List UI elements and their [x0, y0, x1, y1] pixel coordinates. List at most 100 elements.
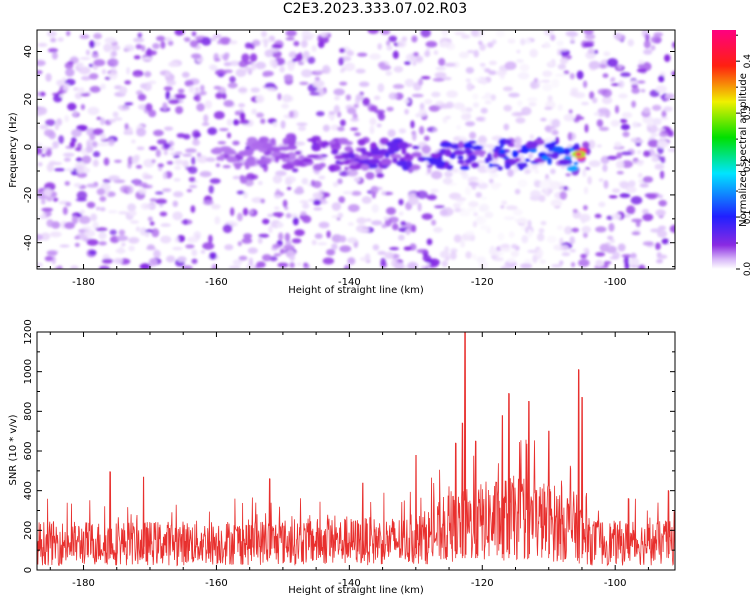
noise-blob [311, 239, 317, 246]
noise-blob [631, 87, 640, 94]
noise-blob [89, 73, 99, 80]
noise-blob [104, 37, 117, 44]
noise-blob [456, 125, 461, 130]
noise-blob [219, 128, 229, 132]
noise-blob [78, 215, 91, 225]
noise-blob [52, 141, 59, 149]
noise-blob [244, 66, 251, 72]
noise-blob [226, 118, 233, 126]
noise-blob [339, 245, 352, 253]
noise-blob [588, 160, 601, 168]
noise-blob [54, 122, 60, 131]
signal-blob [255, 159, 268, 165]
noise-blob [238, 255, 248, 261]
signal-blob [216, 156, 221, 161]
noise-blob [421, 213, 433, 220]
snr-x-label: Height of straight line (km) [288, 585, 424, 596]
noise-blob [468, 201, 479, 208]
noise-blob [131, 139, 136, 144]
noise-blob [631, 83, 638, 89]
noise-blob [484, 211, 494, 219]
noise-blob [95, 206, 101, 211]
noise-blob [661, 238, 669, 245]
x-tick-label: -160 [205, 277, 228, 288]
noise-blob [312, 180, 322, 189]
noise-blob [301, 215, 312, 224]
noise-blob [222, 92, 227, 100]
noise-blob [500, 243, 510, 249]
noise-blob [528, 102, 537, 107]
noise-blob [643, 107, 651, 114]
noise-blob [313, 199, 322, 206]
noise-blob [501, 247, 511, 252]
noise-blob [162, 171, 167, 180]
noise-blob [420, 30, 431, 38]
noise-blob [612, 188, 621, 193]
noise-blob [288, 110, 294, 118]
noise-blob [247, 247, 258, 254]
noise-blob [426, 238, 433, 246]
noise-blob [337, 178, 343, 185]
noise-blob [637, 80, 646, 84]
signal-blob [268, 146, 282, 152]
noise-blob [583, 232, 588, 238]
noise-blob [188, 85, 195, 93]
x-tick-label: -100 [604, 578, 627, 589]
signal-blob [319, 162, 326, 168]
noise-blob [403, 246, 412, 251]
noise-blob [601, 96, 613, 105]
signal-blob [329, 164, 336, 173]
noise-blob [191, 156, 196, 165]
noise-blob [299, 81, 309, 85]
noise-blob [484, 92, 492, 100]
noise-blob [580, 253, 587, 259]
noise-blob [131, 155, 139, 165]
noise-blob [258, 233, 270, 238]
noise-blob [339, 81, 348, 86]
noise-blob [152, 43, 160, 50]
noise-blob [511, 111, 523, 117]
noise-blob [613, 32, 622, 40]
noise-blob [185, 148, 197, 153]
signal-blob [217, 141, 227, 145]
noise-blob [239, 175, 248, 184]
snr-panel: -180 -160 -140 -120 -100 0 200 400 600 800 1000 120… [8, 319, 676, 596]
noise-blob [602, 73, 609, 78]
noise-blob [37, 142, 43, 147]
noise-blob [149, 146, 158, 151]
signal-blob [386, 141, 398, 148]
noise-blob [495, 251, 505, 256]
noise-blob [90, 213, 98, 222]
noise-blob [76, 62, 84, 69]
noise-blob [434, 205, 445, 209]
noise-blob [608, 195, 618, 199]
noise-blob [616, 152, 623, 159]
signal-blob [393, 139, 401, 143]
noise-blob [465, 78, 471, 83]
noise-blob [398, 211, 404, 216]
noise-blob [415, 190, 428, 199]
noise-blob [66, 30, 71, 36]
noise-blob [37, 106, 48, 115]
noise-blob [126, 67, 131, 75]
noise-blob [244, 179, 254, 187]
noise-blob [58, 135, 64, 144]
noise-blob [175, 106, 184, 115]
noise-blob [326, 230, 331, 239]
noise-blob [377, 43, 383, 50]
y-tick-label: 400 [23, 481, 34, 500]
noise-blob [401, 36, 408, 42]
noise-blob [256, 261, 266, 268]
signal-blob [563, 155, 572, 160]
noise-blob [294, 229, 305, 237]
noise-blob [260, 198, 266, 204]
noise-blob [418, 125, 425, 135]
noise-blob [160, 223, 171, 227]
noise-blob [41, 207, 54, 212]
noise-blob [199, 91, 207, 96]
signal-blob [566, 165, 579, 172]
signal-blob [329, 140, 336, 144]
noise-blob [272, 243, 282, 249]
noise-blob [621, 160, 633, 169]
signal-blob [338, 137, 349, 145]
